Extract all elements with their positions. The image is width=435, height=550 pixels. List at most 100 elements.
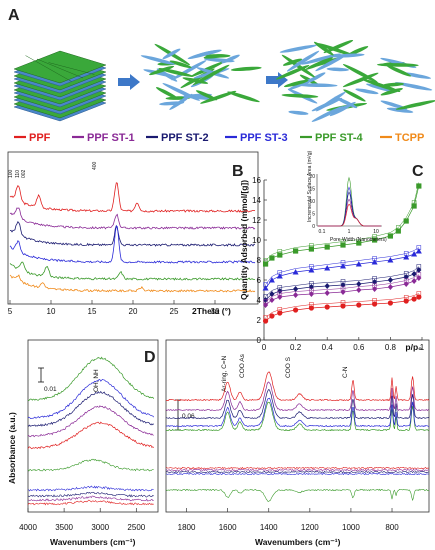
point-square bbox=[262, 261, 269, 267]
exfoliated-sheet bbox=[162, 48, 181, 60]
inset-xtick-0: 0.1 bbox=[319, 229, 326, 235]
c-ytick-label-0: 0 bbox=[257, 336, 262, 345]
xrd-line-5 bbox=[9, 274, 256, 293]
panel-b-peak-labels: 100 110 002 400 bbox=[8, 161, 98, 178]
point-diamond bbox=[324, 283, 330, 289]
exfoliated-sheet bbox=[155, 87, 179, 100]
c-xtick-label-2: 0.4 bbox=[322, 343, 334, 352]
legend: PPF PPF ST-1 PPF ST-2 PPF ST-3 PPF ST-4 TCPP bbox=[14, 132, 424, 144]
exfoliated-sheet bbox=[343, 89, 366, 102]
ftir-right-diff-2 bbox=[165, 470, 429, 474]
point-triangle bbox=[324, 265, 331, 271]
exfoliated-sheet bbox=[275, 65, 310, 80]
exfoliated-sheet bbox=[315, 42, 355, 57]
annotation-coo-s: COO S bbox=[285, 356, 292, 378]
inset-curve-3 bbox=[318, 198, 381, 227]
legend-label-5: TCPP bbox=[395, 132, 424, 144]
exfoliated-sheet bbox=[366, 83, 397, 93]
exfoliated-sheet bbox=[183, 95, 214, 100]
b-tick-label-5: 30 bbox=[211, 307, 220, 316]
xrd-line-2 bbox=[9, 220, 256, 247]
panel-d-ylabel: Absorbance (a.u.) bbox=[7, 412, 17, 484]
exfoliated-sheet bbox=[386, 107, 414, 113]
inset-curve-2 bbox=[318, 191, 381, 227]
point-open bbox=[340, 239, 346, 244]
exfoliated-sheet bbox=[311, 106, 344, 122]
exfoliated-sheet bbox=[382, 82, 405, 87]
ftir-right-0 bbox=[165, 401, 430, 432]
peak-label-3: 400 bbox=[92, 161, 98, 170]
exfoliated-sheet bbox=[279, 44, 317, 53]
point-diamond bbox=[387, 277, 393, 283]
point-open bbox=[372, 298, 377, 303]
point-open bbox=[277, 270, 283, 275]
d-right-tick-label-1: 1600 bbox=[219, 523, 237, 532]
peak-label-1: 110 bbox=[15, 170, 21, 178]
ftir-right-4 bbox=[166, 371, 430, 402]
point-open bbox=[309, 302, 314, 307]
panel-c-ylabel: Quantity Adsorbed (mmol/[g]) bbox=[239, 180, 249, 300]
annotation-ar-ring: Ar-ring, C=N bbox=[221, 355, 228, 392]
ftir-left-diff-1 bbox=[27, 485, 154, 492]
c-ytick-label-8: 16 bbox=[252, 176, 261, 185]
inset-ytick-4: 20 bbox=[309, 174, 315, 180]
exfoliated-sheet bbox=[169, 60, 192, 69]
exfoliated-sheet bbox=[192, 64, 230, 86]
point-diamond bbox=[293, 292, 299, 298]
point-triangle bbox=[340, 263, 346, 269]
point-open bbox=[416, 291, 422, 296]
exfoliated-sheet bbox=[329, 101, 356, 117]
legend-label-2: PPF ST-2 bbox=[161, 132, 209, 144]
point-open bbox=[263, 258, 268, 263]
left-scale-value: 0.01 bbox=[44, 386, 57, 393]
c-ytick-label-7: 14 bbox=[252, 196, 261, 205]
right-scale-value: 0.06 bbox=[182, 413, 195, 420]
b-tick-label-3: 20 bbox=[129, 307, 138, 316]
point-open bbox=[403, 271, 409, 276]
exfoliated-sheet bbox=[143, 69, 177, 78]
c-ytick-label-4: 8 bbox=[257, 256, 262, 265]
d-left-tick-label-2: 3000 bbox=[91, 523, 109, 532]
exfoliated-sheet bbox=[187, 50, 218, 60]
b-tick-label-2: 15 bbox=[88, 307, 97, 316]
d-left-tick-label-1: 3500 bbox=[55, 523, 73, 532]
exfoliated-sheet bbox=[355, 88, 379, 95]
inset-ytick-3: 15 bbox=[309, 187, 315, 193]
c-ytick-label-1: 2 bbox=[257, 316, 262, 325]
point-diamond bbox=[416, 275, 422, 281]
d-right-tick-label-0: 1800 bbox=[178, 523, 196, 532]
isotherm-desorption-4 bbox=[265, 293, 419, 318]
point-triangle bbox=[276, 273, 283, 279]
xrd-line-0 bbox=[9, 182, 256, 213]
point-open bbox=[416, 272, 422, 277]
ftir-left-diff-4 bbox=[27, 499, 154, 506]
point-triangle bbox=[415, 248, 422, 254]
point-triangle bbox=[387, 257, 394, 263]
xrd-line-4 bbox=[9, 261, 256, 281]
point-open bbox=[263, 299, 268, 304]
exfoliated-sheet bbox=[140, 55, 175, 65]
panel-d-left-series bbox=[27, 356, 155, 506]
legend-label-1: PPF ST-1 bbox=[87, 132, 135, 144]
exfoliated-sheet bbox=[221, 54, 240, 64]
point-open bbox=[416, 245, 422, 250]
point-open bbox=[403, 251, 409, 256]
ftir-right-diff-0 bbox=[165, 488, 430, 502]
panel-d-left-frame bbox=[27, 339, 159, 513]
exfoliated-sheet bbox=[200, 90, 237, 104]
point-diamond bbox=[372, 286, 378, 292]
ftir-left-diff-2 bbox=[27, 491, 154, 498]
panel-b-x-ticks: 5 10 15 20 25 30 bbox=[8, 300, 220, 316]
exfoliated-sheet bbox=[315, 54, 346, 72]
inset-ytick-2: 10 bbox=[309, 199, 315, 205]
exfoliated-sheet bbox=[386, 65, 412, 77]
d-right-tick-label-4: 1000 bbox=[342, 523, 360, 532]
point-triangle bbox=[371, 259, 378, 265]
exfoliated-sheet bbox=[195, 90, 218, 101]
ftir-right-2 bbox=[165, 389, 430, 420]
ftir-left-0 bbox=[27, 356, 155, 402]
point-circle bbox=[324, 304, 330, 310]
point-open bbox=[263, 282, 268, 287]
point-square bbox=[277, 252, 283, 258]
point-square bbox=[308, 246, 314, 252]
